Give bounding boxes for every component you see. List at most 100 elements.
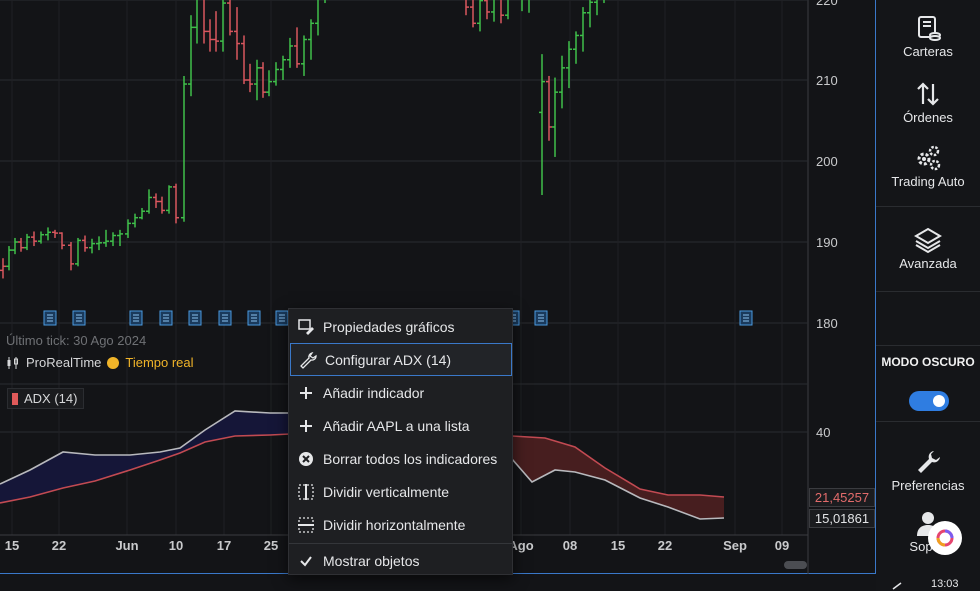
news-document-icon[interactable]: [43, 310, 57, 326]
context-menu-item[interactable]: Configurar ADX (14): [290, 343, 512, 376]
adx-line-red: [511, 435, 725, 498]
horizontal-scrollbar-thumb[interactable]: [784, 561, 807, 569]
ohlc-bar: [247, 63, 253, 93]
context-menu-item[interactable]: Borrar todos los indicadores: [289, 442, 512, 475]
price-axis-label: 220: [816, 0, 838, 8]
ohlc-bar: [587, 0, 593, 28]
ohlc-bar: [580, 7, 586, 52]
ohlc-bar: [173, 183, 179, 224]
context-menu-item[interactable]: Dividir horizontalmente: [289, 508, 512, 541]
ohlc-bar: [18, 237, 24, 252]
news-document-icon[interactable]: [534, 310, 548, 326]
context-menu-item[interactable]: Añadir indicador: [289, 376, 512, 409]
split-horizontal-icon: [297, 516, 315, 534]
news-document-icon[interactable]: [247, 310, 261, 326]
chat-logo-icon: [936, 529, 954, 547]
dark-mode-toggle[interactable]: [909, 391, 949, 411]
ohlc-bar: [166, 185, 172, 214]
sidebar-divider: [876, 206, 980, 207]
date-axis-label: 15: [5, 538, 19, 553]
right-sidebar: Carteras Órdenes Trading Auto Avanzada M…: [876, 0, 980, 591]
ohlc-bar: [110, 232, 116, 247]
sidebar-item-trading-auto[interactable]: Trading Auto: [876, 144, 980, 189]
sidebar-item-label: Trading Auto: [891, 174, 965, 189]
ohlc-bar: [559, 55, 565, 109]
ohlc-bar: [103, 229, 109, 247]
context-menu-item-label: Propiedades gráficos: [323, 318, 455, 335]
news-document-icon[interactable]: [188, 310, 202, 326]
context-menu-item[interactable]: Dividir verticalmente: [289, 475, 512, 508]
portfolio-icon: [918, 16, 941, 41]
chat-widget-button[interactable]: [928, 521, 962, 555]
gears-icon: [917, 145, 941, 171]
ohlc-bar: [132, 213, 138, 228]
ohlc-bar: [125, 219, 131, 238]
adx-indicator-badge[interactable]: ADX (14): [7, 388, 85, 409]
ohlc-bar: [75, 237, 81, 267]
data-source-row: ProRealTime Tiempo real: [6, 355, 194, 370]
ohlc-bar: [227, 0, 233, 36]
news-document-icon[interactable]: [129, 310, 143, 326]
ohlc-bar: [146, 189, 152, 214]
sidebar-divider: [876, 291, 980, 292]
tray-arrow-icon: [892, 582, 902, 590]
ohlc-bar: [89, 238, 95, 254]
ohlc-bar: [203, 0, 207, 44]
ohlc-bar: [566, 41, 572, 89]
adx-axis-label: 40: [816, 425, 830, 440]
sidebar-item-preferencias[interactable]: Preferencias: [876, 448, 980, 493]
date-axis-label: 08: [563, 538, 577, 553]
ohlc-bar: [294, 27, 300, 68]
news-document-icon[interactable]: [739, 310, 753, 326]
ohlc-bar: [241, 35, 247, 85]
ohlc-bar: [470, 0, 476, 28]
news-document-icon[interactable]: [159, 310, 173, 326]
ohlc-bar: [260, 62, 266, 98]
sidebar-item-avanzada[interactable]: Avanzada: [876, 226, 980, 271]
ohlc-bar: [477, 0, 483, 32]
date-axis-label: 09: [775, 538, 789, 553]
news-document-icon[interactable]: [218, 310, 232, 326]
date-axis-label: Ago: [508, 538, 533, 553]
check-icon: [297, 552, 315, 570]
adx-line-white: [511, 458, 725, 520]
sidebar-item-ordenes[interactable]: Órdenes: [876, 80, 980, 125]
sidebar-item-label: Órdenes: [903, 110, 953, 125]
ohlc-bar: [188, 15, 194, 97]
context-menu-item-label: Añadir indicador: [323, 384, 425, 401]
ohlc-bar: [287, 37, 293, 68]
ohlc-bar: [68, 242, 74, 271]
ohlc-bar: [59, 232, 65, 250]
news-document-icon[interactable]: [72, 310, 86, 326]
ohlc-bar: [24, 233, 30, 251]
ohlc-bar: [117, 229, 123, 247]
plus-icon: [297, 384, 315, 402]
ohlc-bar: [6, 246, 12, 271]
ohlc-bar: [546, 75, 552, 141]
context-menu-item-label: Dividir verticalmente: [323, 483, 450, 500]
date-axis-label: 22: [52, 538, 66, 553]
context-menu-item[interactable]: Mostrar objetos: [289, 544, 512, 577]
ohlc-bar: [528, 0, 530, 13]
toggle-knob: [933, 395, 945, 407]
dark-mode-label: MODO OSCURO: [881, 355, 975, 369]
context-menu-item-label: Borrar todos los indicadores: [323, 450, 498, 467]
context-menu-item[interactable]: Añadir AAPL a una lista: [289, 409, 512, 442]
adx-color-swatch: [12, 392, 18, 405]
ohlc-bar: [505, 0, 509, 20]
ohlc-bar: [465, 0, 469, 16]
price-chart[interactable]: 220 210 200 190 180 40 15 22 Jun 10 17 25 Ago 08 15 22 S…: [0, 0, 876, 574]
context-menu-item[interactable]: Propiedades gráficos: [289, 310, 512, 343]
news-document-icon[interactable]: [275, 310, 289, 326]
ohlc-bar: [500, 0, 504, 24]
sidebar-item-carteras[interactable]: Carteras: [876, 14, 980, 59]
ohlc-bar: [213, 11, 219, 52]
ohlc-bar: [234, 7, 240, 60]
ohlc-bar: [552, 77, 558, 157]
price-axis-label: 180: [816, 316, 838, 331]
menu-separator: [289, 543, 512, 544]
sidebar-divider: [876, 345, 980, 346]
adx-value-tag-red: 21,45257: [809, 488, 875, 507]
last-tick-label: Último tick: 30 Ago 2024: [6, 333, 147, 348]
adx-line-red: [0, 433, 291, 504]
